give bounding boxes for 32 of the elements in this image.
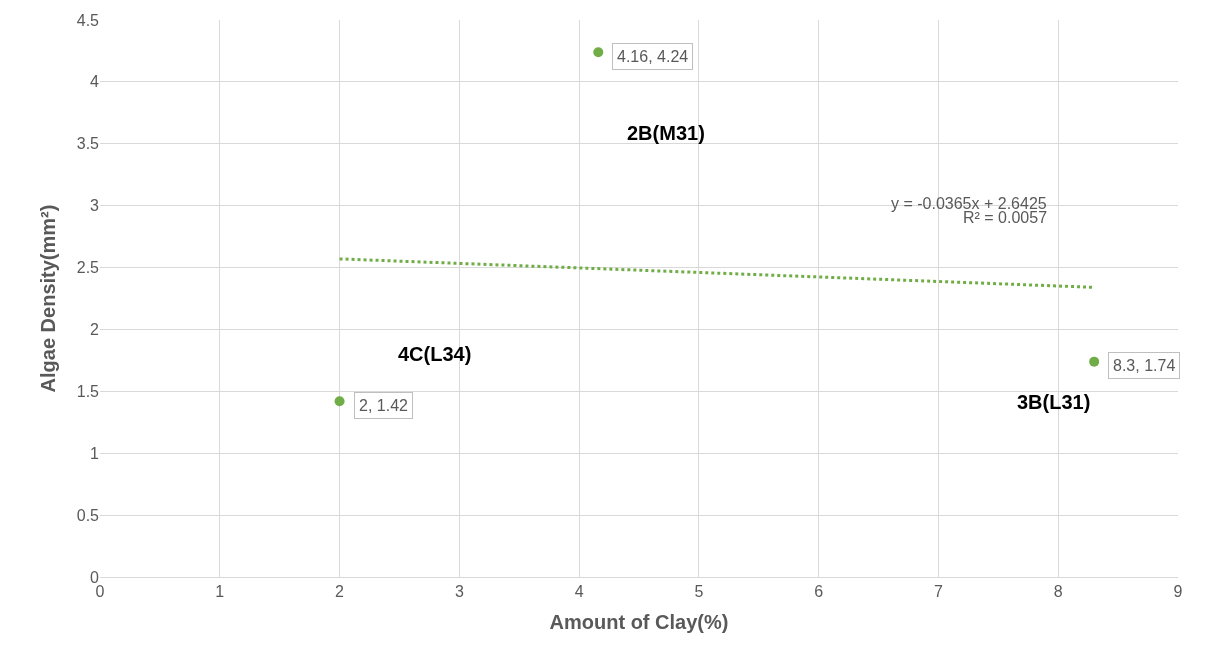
annotation: 3B(L31) [1017,391,1091,413]
y-tick-label: 3.5 [76,135,100,153]
annotation: R² = 0.0057 [963,209,1048,226]
point [1089,356,1100,367]
y-tick-label: 1.5 [76,382,100,400]
x-tick-label: 8 [1053,583,1063,601]
x-tick-label: 3 [454,583,464,601]
data-label: 4.16, 4.24 [617,48,689,65]
y-axis-title: Algae Density(mm²) [37,204,60,393]
data-label: 8.3, 1.74 [1113,357,1176,374]
x-tick-label: 9 [1173,583,1183,601]
annotation: 4C(L34) [398,343,472,365]
x-axis-title: Amount of Clay(%) [549,610,729,633]
x-tick-label: 6 [814,583,824,601]
x-tick-label: 5 [694,583,704,601]
point [593,47,604,58]
x-tick-label: 2 [335,583,345,601]
y-tick-label: 0 [90,568,100,586]
annotation: y = -0.0365x + 2.6425 [891,195,1047,212]
y-tick-label: 4 [90,73,100,91]
x-tick-label: 4 [574,583,584,601]
y-tick-label: 4.5 [76,11,100,29]
y-tick-label: 1 [90,444,100,462]
y-tick-label: 2 [90,321,100,339]
y-tick-label: 0.5 [76,506,100,524]
y-tick-label: 3 [90,197,100,215]
x-tick-label: 1 [215,583,225,601]
annotation: 2B(M31) [627,122,705,144]
data-label: 2, 1.42 [359,397,409,414]
point [334,396,345,407]
y-tick-label: 2.5 [76,259,100,277]
x-tick-label: 7 [933,583,943,601]
